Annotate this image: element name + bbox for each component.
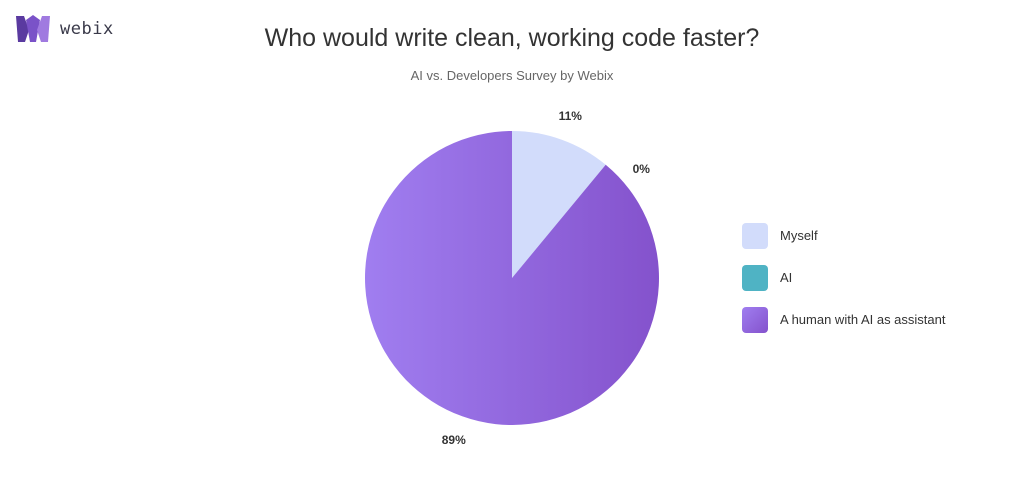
- webix-logo-icon: [16, 15, 50, 42]
- brand-name: webix: [60, 19, 114, 39]
- slice-label-a-human-with-ai-as-assistant: 89%: [442, 433, 466, 447]
- chart-subtitle: AI vs. Developers Survey by Webix: [410, 68, 614, 83]
- slice-label-ai: 0%: [633, 162, 651, 176]
- legend-swatch-a-human-with-ai-as-assistant: [742, 306, 768, 333]
- legend-swatch-ai: [742, 264, 768, 291]
- legend-item-a-human-with-ai-as-assistant[interactable]: A human with AI as assistant: [742, 306, 945, 333]
- legend-swatch-myself: [742, 222, 768, 249]
- chart-title: Who would write clean, working code fast…: [264, 24, 760, 52]
- webix-logo: webix: [16, 14, 114, 44]
- legend-label-myself: Myself: [780, 228, 818, 243]
- slice-label-myself: 11%: [559, 109, 583, 123]
- legend-label-ai: AI: [780, 270, 793, 285]
- pie-slice-a-human-with-ai-as-assistant[interactable]: [364, 131, 659, 426]
- chart-legend: Myself AI A human with AI as assistant: [742, 222, 945, 333]
- legend-item-ai[interactable]: AI: [742, 264, 945, 291]
- legend-label-a-human-with-ai-as-assistant: A human with AI as assistant: [780, 312, 946, 327]
- legend-item-myself[interactable]: Myself: [742, 222, 945, 249]
- pie-slice-myself[interactable]: [512, 131, 606, 278]
